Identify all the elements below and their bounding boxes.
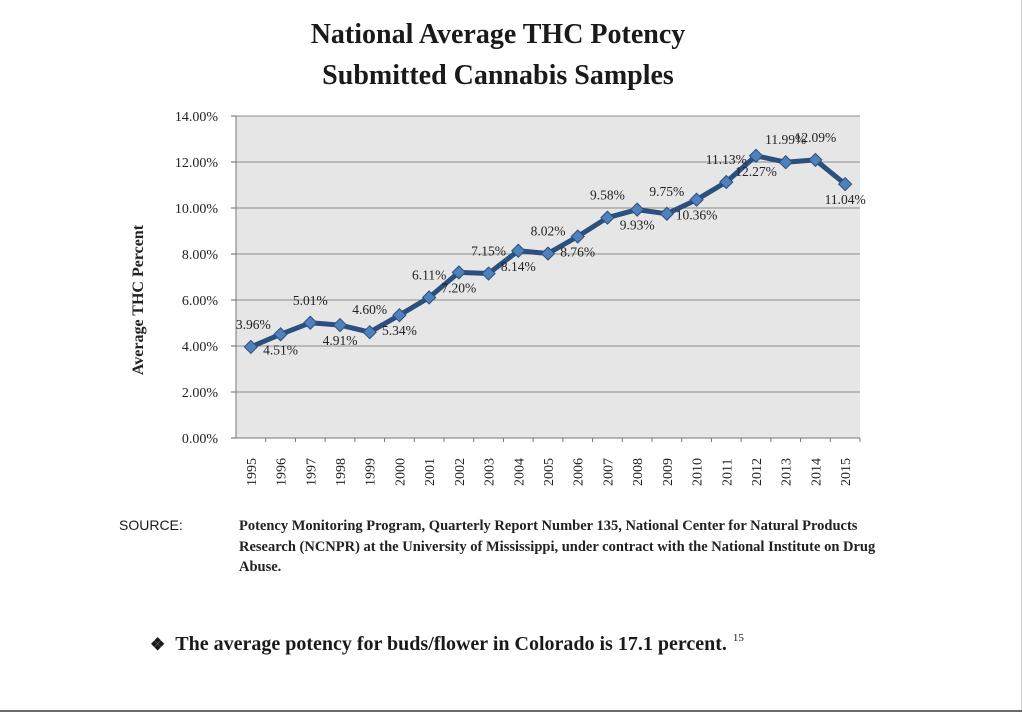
data-label: 12.09% <box>795 130 837 145</box>
data-point <box>421 290 437 305</box>
x-tick-label: 2014 <box>809 458 824 486</box>
data-point <box>600 210 615 225</box>
x-tick-label: 2008 <box>631 458 646 486</box>
line-chart: 0.00% 2.00% 4.00% 6.00% 8.00% 10.00% 12.00% 14.… <box>130 110 866 486</box>
x-tick-label: 2012 <box>750 458 765 486</box>
data-label: 9.58% <box>590 188 625 203</box>
data-point <box>540 246 556 261</box>
data-label: 7.20% <box>441 280 476 295</box>
data-label: 5.01% <box>293 293 328 308</box>
plot-area <box>236 116 860 438</box>
chart-title: National Average THC Potency Submitted C… <box>180 14 816 96</box>
y-tick-label: 14.00% <box>175 110 219 125</box>
y-tick-label: 0.00% <box>182 432 219 447</box>
note-text: The average potency for buds/flower in C… <box>175 633 727 655</box>
data-label: 8.14% <box>501 259 536 274</box>
data-point <box>837 176 853 192</box>
x-tick-label: 2004 <box>512 458 527 486</box>
y-tick-label: 2.00% <box>182 386 219 401</box>
x-tick-label: 2003 <box>483 458 498 486</box>
x-tick-label: 1997 <box>304 458 319 486</box>
diamond-bullet-icon: ❖ <box>150 635 166 654</box>
data-label: 12.27% <box>735 164 777 179</box>
x-tick-label: 2015 <box>839 458 854 486</box>
page-border-bottom <box>0 710 1022 712</box>
data-label: 11.04% <box>825 192 866 207</box>
data-point <box>481 266 496 281</box>
data-point <box>778 155 793 170</box>
y-tick-label: 6.00% <box>182 294 219 309</box>
data-label: 8.76% <box>560 245 595 260</box>
x-tick-label: 2011 <box>720 459 735 486</box>
data-label: 5.34% <box>382 323 417 338</box>
data-label: 10.36% <box>676 208 718 223</box>
x-tick-label: 2009 <box>661 458 676 486</box>
x-tick-label: 2006 <box>572 458 587 486</box>
data-label: 4.51% <box>263 342 298 357</box>
data-point <box>808 152 823 168</box>
data-point <box>243 339 259 355</box>
note: ❖ The average potency for buds/flower in … <box>150 632 744 656</box>
chart-title-line-2: Submitted Cannabis Samples <box>322 60 674 91</box>
x-tick-label: 2001 <box>423 458 438 486</box>
data-point <box>719 174 734 190</box>
y-axis-label: Average THC Percent <box>130 224 147 375</box>
data-point <box>451 265 467 280</box>
x-tick-label: 2002 <box>453 458 468 486</box>
data-point <box>659 206 675 221</box>
data-label: 6.11% <box>412 267 446 282</box>
data-point <box>511 243 526 258</box>
x-tick-label: 2005 <box>542 458 557 486</box>
x-tick-label: 2013 <box>780 458 795 486</box>
source-text: Potency Monitoring Program, Quarterly Re… <box>239 518 876 575</box>
x-tick-label: 1995 <box>245 458 260 486</box>
x-tick-label: 2007 <box>601 458 616 486</box>
y-tick-label: 8.00% <box>182 248 219 263</box>
data-point <box>273 327 288 342</box>
data-label: 3.96% <box>236 317 271 332</box>
data-label: 4.91% <box>323 333 358 348</box>
source-label: SOURCE: <box>119 517 183 533</box>
data-label: 4.60% <box>352 302 387 317</box>
data-point <box>570 229 585 244</box>
y-tick-label: 10.00% <box>175 202 219 217</box>
data-label: 11.99% <box>765 132 806 147</box>
data-point <box>362 324 377 340</box>
data-label: 11.13% <box>706 152 747 167</box>
y-tick-label: 12.00% <box>175 156 219 171</box>
data-point <box>689 192 704 207</box>
x-tick-label: 1996 <box>275 458 290 486</box>
x-tick-label: 2000 <box>393 458 408 486</box>
x-tick-label: 2010 <box>691 458 706 486</box>
chart-title-line-1: National Average THC Potency <box>310 19 686 50</box>
data-label: 9.93% <box>620 218 655 233</box>
data-point <box>748 148 764 163</box>
data-point <box>303 315 318 330</box>
data-label: 9.75% <box>649 184 684 199</box>
data-label: 8.02% <box>531 224 566 239</box>
footnote-reference: 15 <box>732 632 744 644</box>
data-point <box>629 202 645 217</box>
data-point <box>332 317 348 333</box>
x-tick-label: 1998 <box>334 458 349 486</box>
data-label: 7.15% <box>471 244 506 259</box>
x-tick-label: 1999 <box>364 458 379 486</box>
data-point <box>392 307 407 323</box>
y-tick-label: 4.00% <box>182 340 219 355</box>
